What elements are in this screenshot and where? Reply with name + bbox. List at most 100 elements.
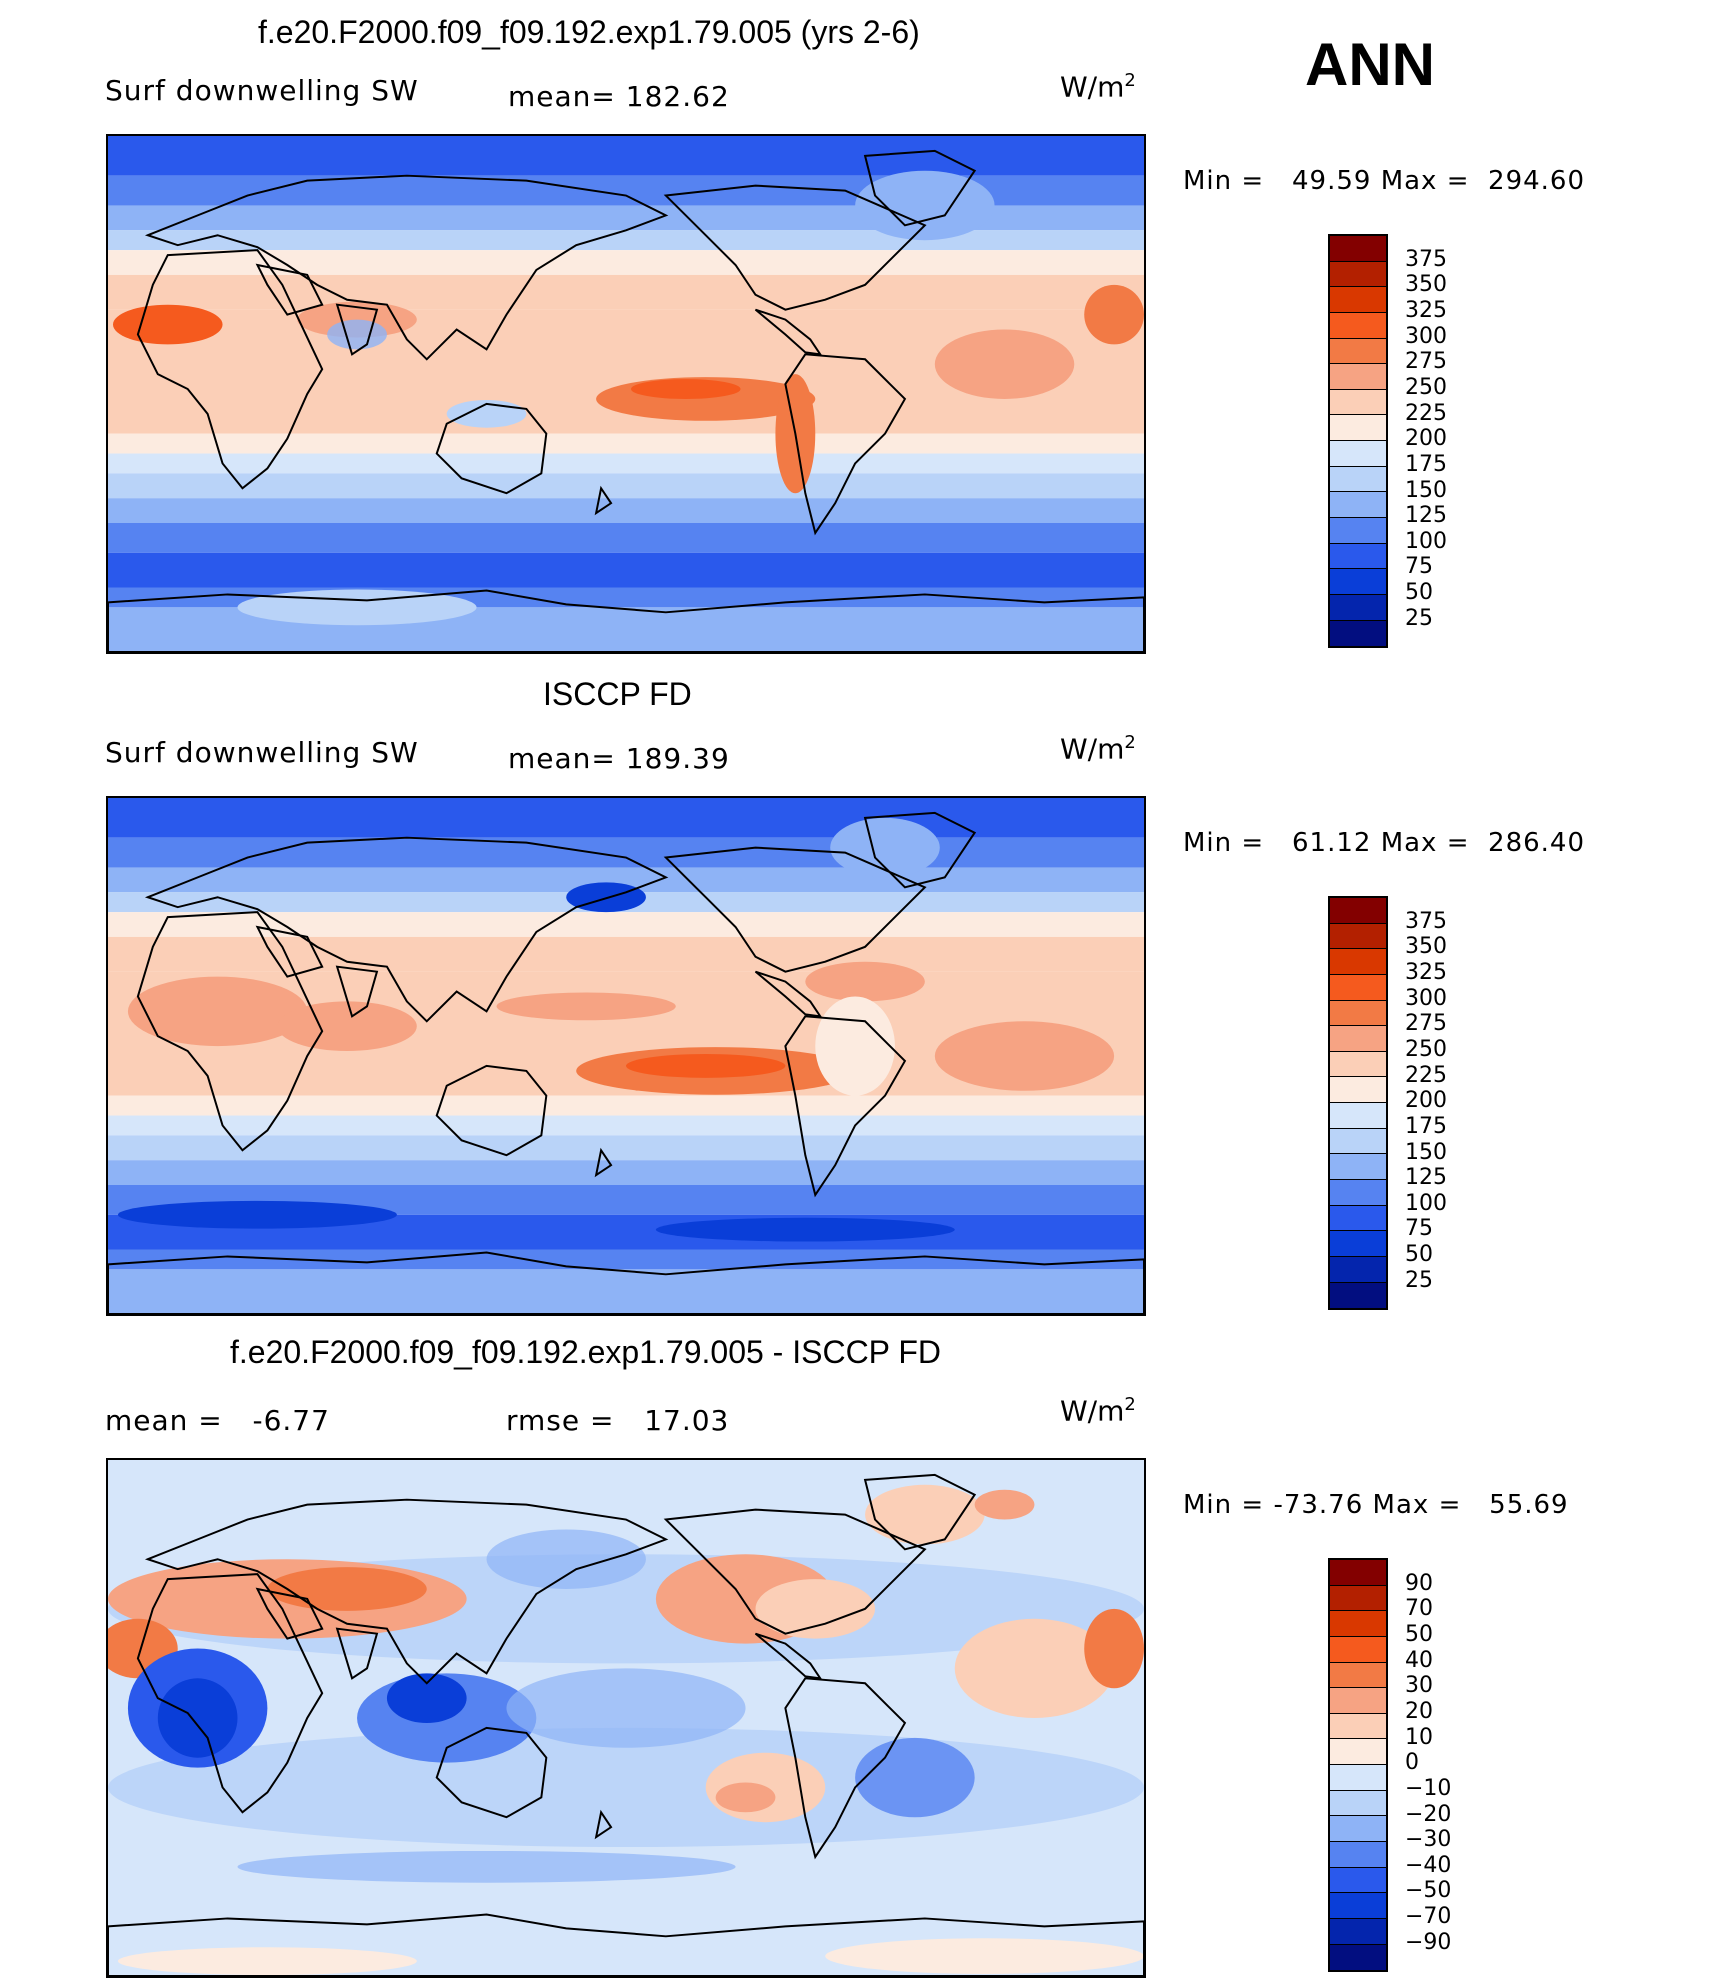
panel3-max-value: 55.69 — [1489, 1490, 1569, 1520]
coastline — [435, 1064, 548, 1157]
coastline — [663, 1508, 927, 1635]
field-band — [108, 552, 1144, 588]
coastline — [435, 1726, 548, 1819]
panel2-min-value: 61.12 — [1291, 828, 1372, 858]
colorbar-tick-label: 275 — [1405, 349, 1447, 375]
field-region — [934, 329, 1075, 399]
field-band — [108, 498, 1144, 523]
colorbar-tick-label: 300 — [1405, 985, 1447, 1011]
field-band — [108, 798, 1144, 838]
colorbar-cell — [1330, 569, 1386, 595]
panel2-variable-label: Surf downwelling SW — [105, 736, 419, 769]
panel1-map-svg — [108, 136, 1144, 652]
panel1-max-label: Max = — [1380, 166, 1470, 196]
field-region — [815, 996, 895, 1096]
colorbar-cell — [1330, 441, 1386, 467]
colorbar-tick-label: 350 — [1405, 272, 1447, 298]
colorbar-tick-label: 325 — [1405, 297, 1447, 323]
panel2-minmax: Min = 61.12 Max = 286.40 — [1183, 828, 1585, 858]
colorbar-cell — [1330, 1154, 1386, 1181]
field-region — [855, 170, 995, 241]
field-band — [108, 1115, 1144, 1136]
colorbar-tick-label: 125 — [1405, 1165, 1447, 1191]
colorbar-cell — [1330, 389, 1386, 416]
coastline — [144, 174, 669, 361]
field-band — [108, 936, 1144, 972]
colorbar-tick-label: 75 — [1405, 1216, 1433, 1242]
panel3-colorbar — [1328, 1558, 1388, 1973]
colorbar-cell — [1330, 1790, 1386, 1817]
coastline — [255, 925, 324, 978]
panel2-mean-value: 189.39 — [625, 742, 730, 775]
colorbar-cell — [1330, 518, 1386, 544]
colorbar-cell — [1330, 1000, 1386, 1027]
colorbar-cell — [1330, 1585, 1386, 1612]
panel1-mean-label: mean= — [508, 80, 616, 113]
colorbar-tick-label: −10 — [1405, 1775, 1452, 1801]
field-region — [117, 1947, 417, 1976]
coastline — [663, 846, 927, 973]
field-band — [108, 274, 1144, 310]
colorbar-tick-label: 175 — [1405, 1113, 1447, 1139]
coastline — [144, 1498, 669, 1685]
field-region — [327, 319, 387, 350]
colorbar-cell — [1330, 1026, 1386, 1052]
colorbar-tick-label: 300 — [1405, 323, 1447, 349]
colorbar-tick-label: 25 — [1405, 605, 1433, 631]
panel2-units: W/m2 — [1060, 732, 1136, 766]
colorbar-cell — [1330, 1103, 1386, 1129]
panel3-min-value: -73.76 — [1273, 1490, 1364, 1520]
colorbar-tick-label: −30 — [1405, 1827, 1452, 1853]
colorbar-cell — [1330, 1739, 1386, 1766]
coastline — [335, 1627, 379, 1680]
colorbar-tick-label: 150 — [1405, 1139, 1447, 1165]
panel2-min-label: Min = — [1183, 828, 1265, 858]
colorbar-cell — [1330, 1231, 1386, 1257]
colorbar-tick-label: −50 — [1405, 1878, 1452, 1904]
panel2-max-label: Max = — [1380, 828, 1470, 858]
coastline — [863, 149, 977, 227]
panel2-mean: mean= 189.39 — [508, 742, 730, 775]
panel3-rmse-label: rmse = — [506, 1404, 615, 1437]
panel1-units: W/m2 — [1060, 70, 1136, 104]
field-region — [825, 1938, 1144, 1975]
panel3-rmse: rmse = 17.03 — [506, 1404, 729, 1437]
colorbar-cell — [1330, 415, 1386, 442]
colorbar-cell — [1330, 1636, 1386, 1663]
colorbar-cell — [1330, 949, 1386, 975]
colorbar-cell — [1330, 1765, 1386, 1791]
field-region — [112, 304, 223, 345]
colorbar-tick-label: 40 — [1405, 1647, 1433, 1673]
field-region — [486, 1529, 646, 1589]
coastline — [754, 1632, 823, 1680]
colorbar-cell — [1330, 1893, 1386, 1919]
field-region — [865, 1484, 985, 1545]
colorbar-tick-label: 275 — [1405, 1011, 1447, 1037]
colorbar-tick-label: −90 — [1405, 1929, 1452, 1955]
colorbar-cell — [1330, 1560, 1386, 1586]
field-band — [108, 912, 1144, 937]
colorbar-cell — [1330, 1867, 1386, 1894]
field-region — [954, 1618, 1115, 1718]
panel1-min-value: 49.59 — [1291, 166, 1372, 196]
field-region — [1084, 1608, 1144, 1689]
panel3-rmse-value: 17.03 — [644, 1404, 730, 1437]
colorbar-cell — [1330, 594, 1386, 621]
colorbar-cell — [1330, 1282, 1386, 1309]
field-band — [108, 523, 1144, 553]
coastline — [594, 1809, 613, 1840]
panel3-minmax: Min = -73.76 Max = 55.69 — [1183, 1490, 1569, 1520]
panel1-mean-value: 182.62 — [625, 80, 730, 113]
colorbar-tick-label: 0 — [1405, 1750, 1419, 1776]
coastline — [594, 1147, 613, 1178]
panel1-min-label: Min = — [1183, 166, 1265, 196]
field-region — [277, 1001, 417, 1052]
colorbar-tick-label: 250 — [1405, 1036, 1447, 1062]
colorbar-cell — [1330, 1077, 1386, 1104]
colorbar-tick-label: 375 — [1405, 908, 1447, 934]
colorbar-tick-label: 175 — [1405, 451, 1447, 477]
field-region — [267, 1567, 427, 1611]
field-region — [127, 976, 308, 1047]
field-region — [626, 1054, 786, 1078]
colorbar-tick-label: 125 — [1405, 503, 1447, 529]
